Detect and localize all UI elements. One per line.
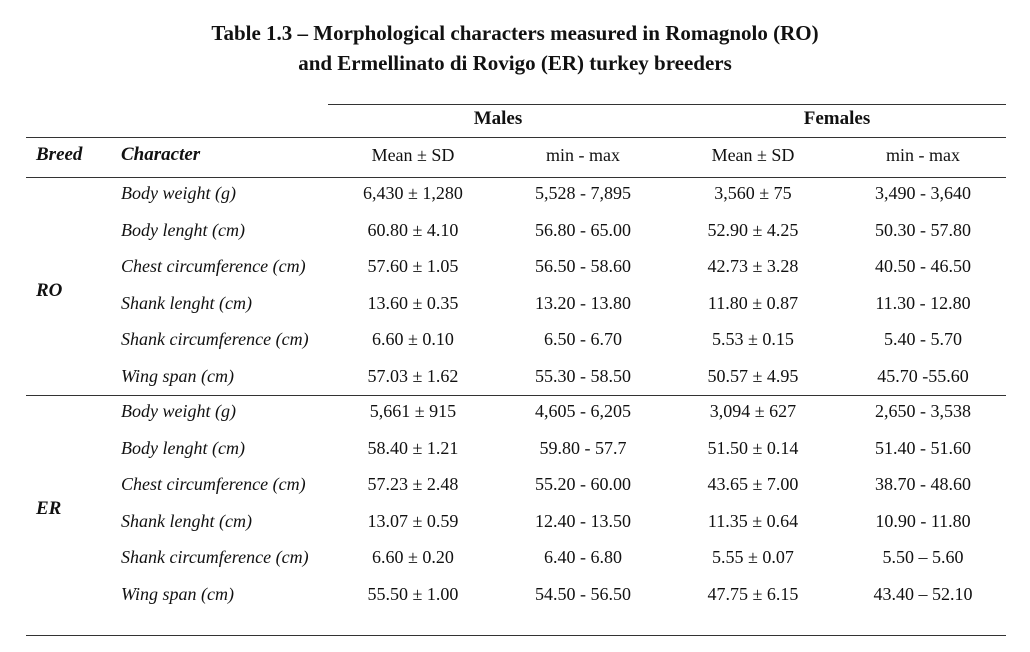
males-min-max-cell: 56.80 - 65.00 xyxy=(535,219,631,240)
males-mean-sd-cell: 58.40 ± 1.21 xyxy=(367,437,459,458)
females-min-max-cell: 10.90 - 11.80 xyxy=(875,510,971,531)
character-cell: Shank lenght (cm) xyxy=(121,510,252,531)
character-cell: Shank lenght (cm) xyxy=(121,292,252,313)
males-group-header: Males xyxy=(473,108,523,129)
females-min-max-cell: 51.40 - 51.60 xyxy=(875,437,971,458)
table-caption-line-1: Table 1.3 – Morphological characters mea… xyxy=(211,21,819,45)
males-mean-sd-cell: 6,430 ± 1,280 xyxy=(363,183,463,203)
males-mean-sd-cell: 6.60 ± 0.20 xyxy=(372,547,454,568)
females-min-max-cell: 5.50 – 5.60 xyxy=(882,547,964,568)
table-caption: Table 1.3 – Morphological characters mea… xyxy=(0,18,1030,78)
females-mean-sd-cell: 3,094 ± 627 xyxy=(709,401,797,421)
character-cell: Body lenght (cm) xyxy=(121,219,245,240)
males-mean-sd-cell: 60.80 ± 4.10 xyxy=(367,219,459,240)
females-min-max-cell: 38.70 - 48.60 xyxy=(875,474,971,495)
character-cell: Chest circumference (cm) xyxy=(121,474,306,495)
breed-label: RO xyxy=(36,279,63,301)
character-cell: Shank circumference (cm) xyxy=(121,547,309,568)
males-min-max-cell: 13.20 - 13.80 xyxy=(535,292,631,313)
males-mean-sd-cell: 13.07 ± 0.59 xyxy=(367,510,459,531)
males-mean-sd-cell: 57.03 ± 1.62 xyxy=(367,366,459,386)
females-min-max-cell: 11.30 - 12.80 xyxy=(875,292,971,313)
males-min-max-cell: 5,528 - 7,895 xyxy=(535,183,631,203)
females-mean-sd-cell: 5.53 ± 0.15 xyxy=(712,329,794,350)
males-min-max-cell: 6.50 - 6.70 xyxy=(544,329,622,350)
males-min-max-cell: 55.20 - 60.00 xyxy=(535,474,631,495)
males-min-max-cell: 59.80 - 57.7 xyxy=(539,437,627,458)
group-header-rule xyxy=(328,104,1006,105)
females-group-header: Females xyxy=(803,108,871,129)
males-mean-sd-cell: 6.60 ± 0.10 xyxy=(372,329,454,350)
females-min-max-cell: 5.40 - 5.70 xyxy=(884,329,962,350)
character-cell: Body lenght (cm) xyxy=(121,437,245,458)
females-min-max-cell: 50.30 - 57.80 xyxy=(875,219,971,240)
females-min-max-cell: 43.40 – 52.10 xyxy=(873,584,973,604)
breed-label: ER xyxy=(36,497,62,519)
females-mean-sd-cell: 51.50 ± 0.14 xyxy=(707,437,799,458)
table-bottom-rule xyxy=(26,635,1006,636)
males-mean-sd-cell: 57.23 ± 2.48 xyxy=(367,474,459,495)
females-mean-sd-cell: 50.57 ± 4.95 xyxy=(707,366,799,386)
character-cell: Body weight (g) xyxy=(121,183,236,203)
character-cell: Body weight (g) xyxy=(121,401,236,421)
character-cell: Wing span (cm) xyxy=(121,366,234,386)
females-min-max-cell: 40.50 - 46.50 xyxy=(875,256,971,277)
table-caption-line-2: and Ermellinato di Rovigo (ER) turkey br… xyxy=(298,51,732,75)
males-mean-sd-cell: 13.60 ± 0.35 xyxy=(367,292,459,313)
females-min-max-cell: 3,490 - 3,640 xyxy=(875,183,971,203)
males-min-max-cell: 54.50 - 56.50 xyxy=(535,584,631,604)
females-mean-sd-cell: 43.65 ± 7.00 xyxy=(707,474,799,495)
males-min-max-cell: 55.30 - 58.50 xyxy=(535,366,631,386)
header-bottom-rule xyxy=(26,177,1006,178)
females-mean-sd-cell: 52.90 ± 4.25 xyxy=(707,219,799,240)
males-mean-sd-cell: 55.50 ± 1.00 xyxy=(367,584,459,604)
character-cell: Shank circumference (cm) xyxy=(121,329,309,350)
males-mean-sd-cell: 5,661 ± 915 xyxy=(369,401,457,421)
females-mean-sd-cell: 3,560 ± 75 xyxy=(714,183,792,203)
breed-column-header: Breed xyxy=(36,144,83,165)
females-min-max-cell: 45.70 -55.60 xyxy=(877,366,969,386)
males-min-max-cell: 6.40 - 6.80 xyxy=(544,547,622,568)
females-mean-sd-header: Mean ± SD xyxy=(711,145,795,165)
males-mean-sd-header: Mean ± SD xyxy=(371,145,455,165)
females-mean-sd-cell: 47.75 ± 6.15 xyxy=(707,584,799,604)
column-header-rule xyxy=(26,137,1006,138)
females-mean-sd-cell: 42.73 ± 3.28 xyxy=(707,256,799,277)
males-min-max-cell: 56.50 - 58.60 xyxy=(535,256,631,277)
females-mean-sd-cell: 11.80 ± 0.87 xyxy=(707,292,799,313)
males-min-max-header: min - max xyxy=(546,145,620,165)
character-cell: Wing span (cm) xyxy=(121,584,234,604)
character-column-header: Character xyxy=(121,144,201,165)
females-min-max-cell: 2,650 - 3,538 xyxy=(875,401,971,421)
males-min-max-cell: 4,605 - 6,205 xyxy=(535,401,631,421)
females-mean-sd-cell: 5.55 ± 0.07 xyxy=(712,547,794,568)
females-min-max-header: min - max xyxy=(886,145,960,165)
males-mean-sd-cell: 57.60 ± 1.05 xyxy=(367,256,459,277)
group-separator-rule xyxy=(26,395,1006,396)
males-min-max-cell: 12.40 - 13.50 xyxy=(535,510,631,531)
females-mean-sd-cell: 11.35 ± 0.64 xyxy=(707,510,799,531)
character-cell: Chest circumference (cm) xyxy=(121,256,306,277)
